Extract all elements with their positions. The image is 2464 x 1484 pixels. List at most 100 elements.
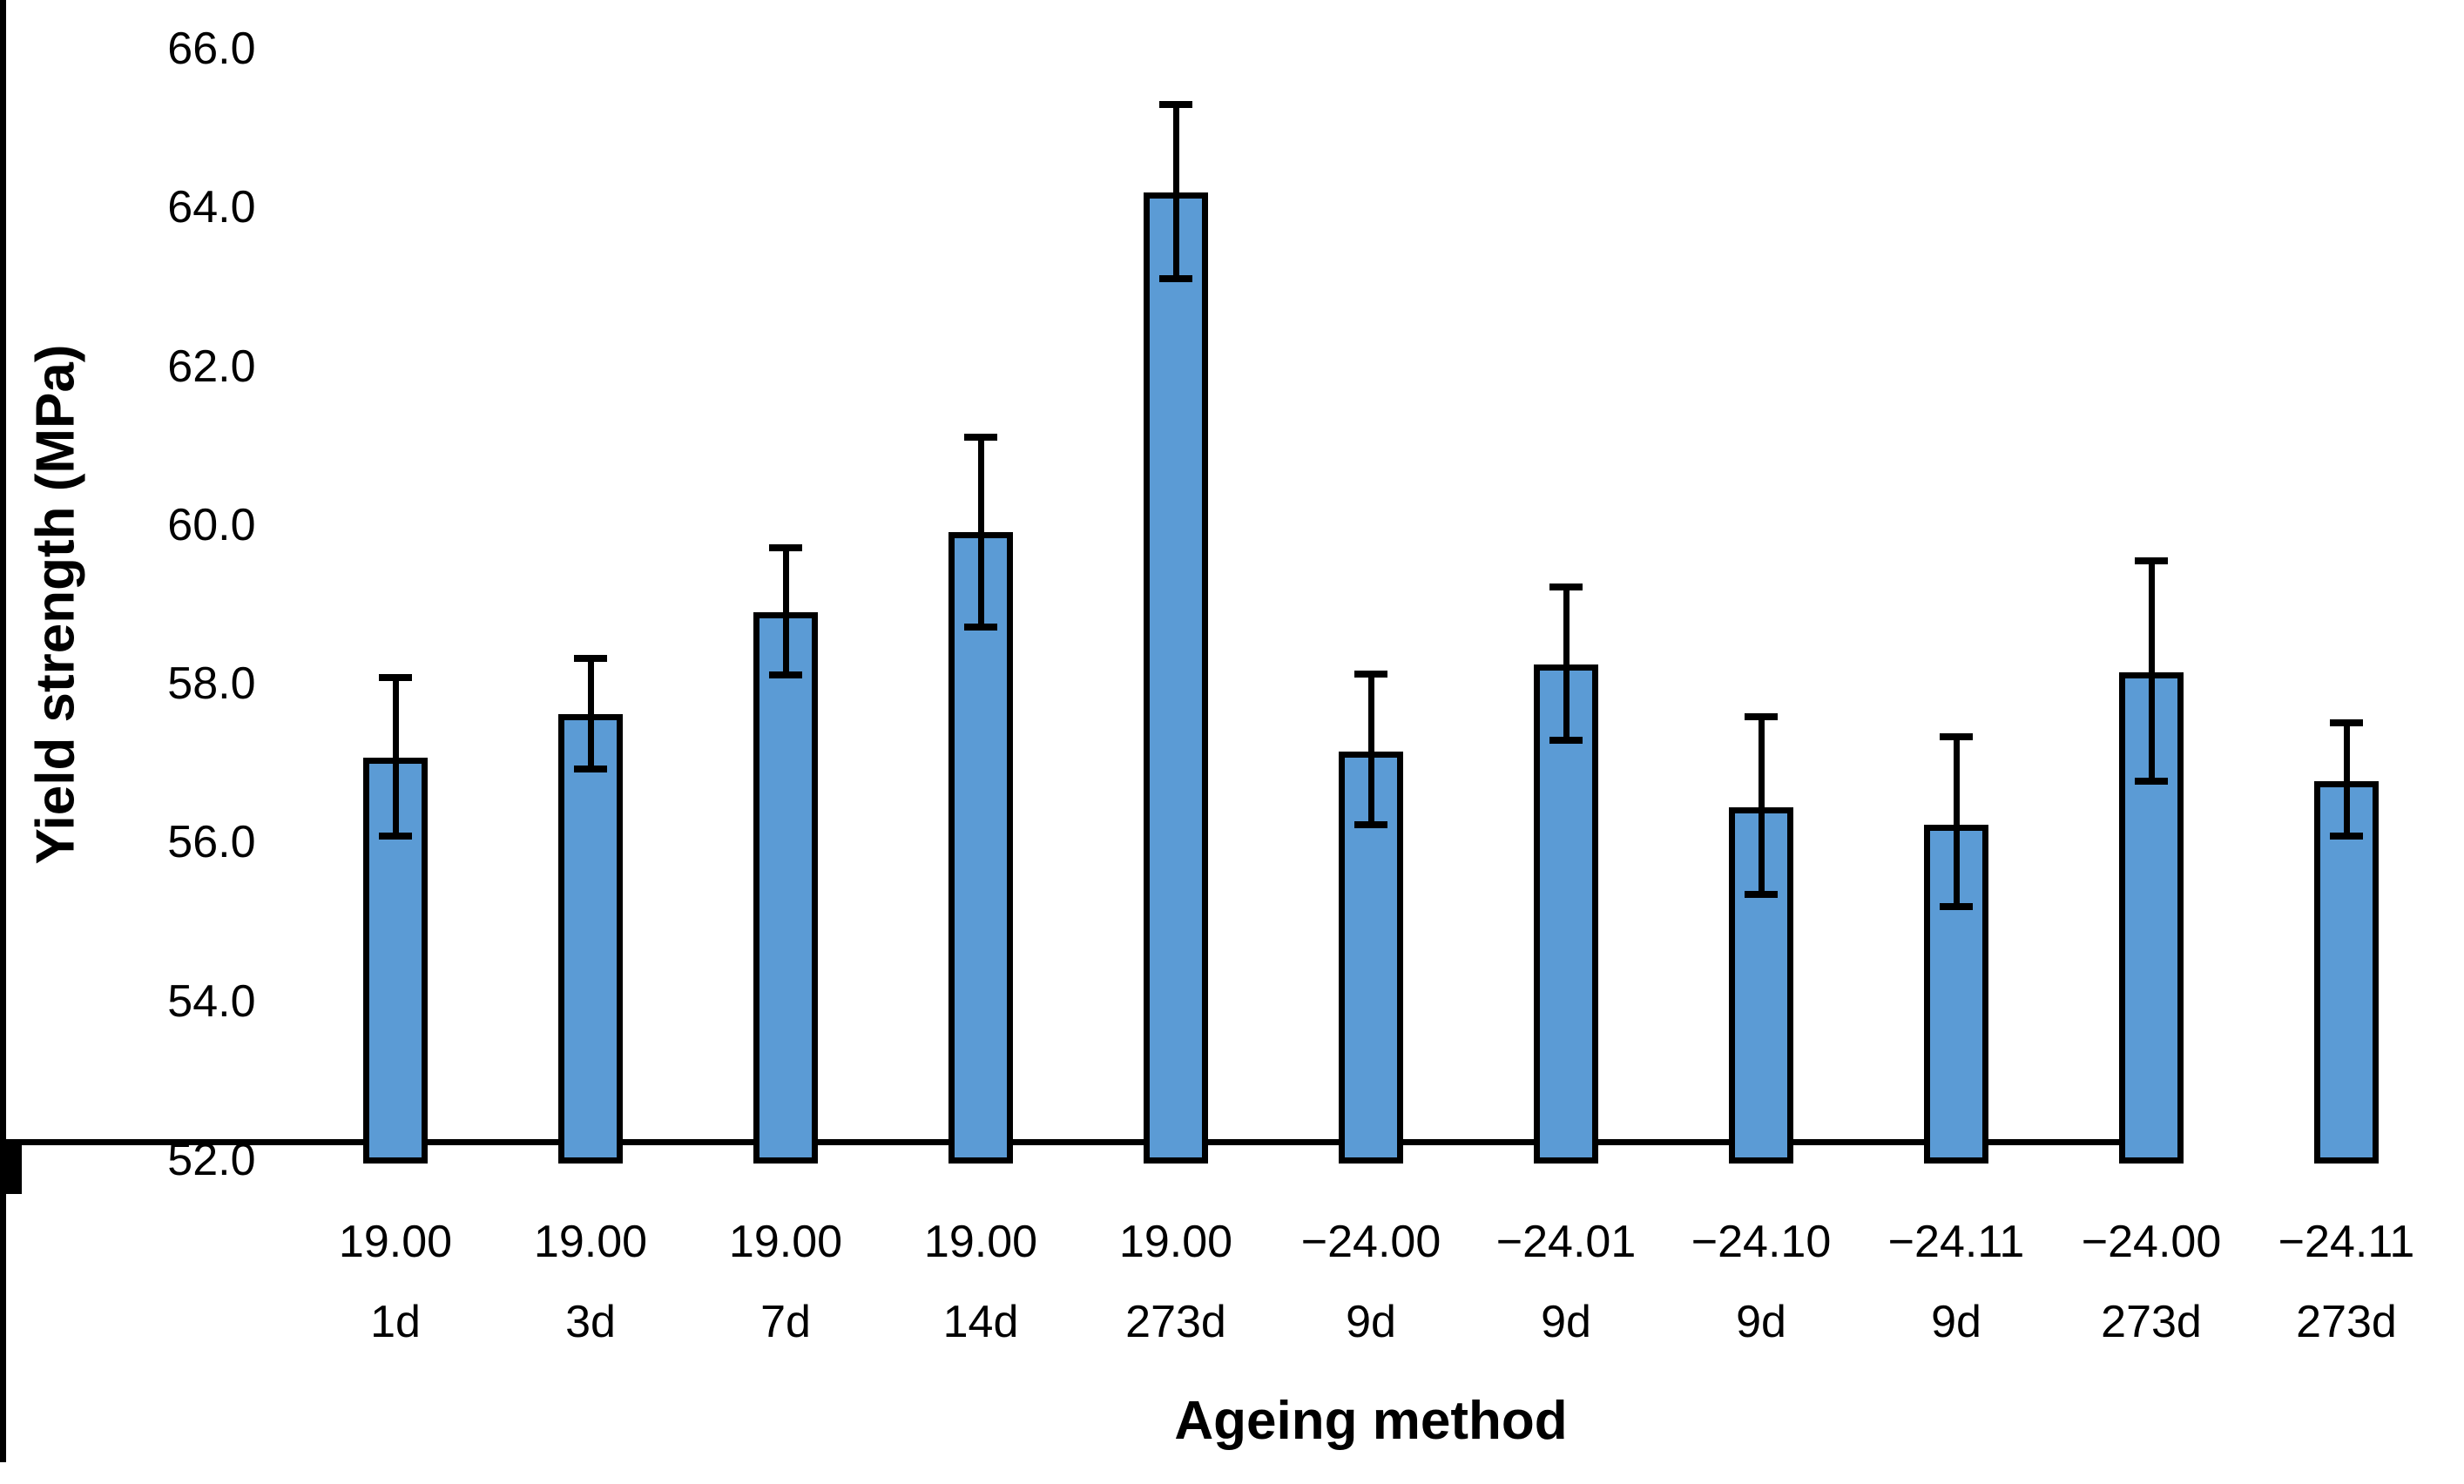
error-bar-cap-top [769,544,802,552]
error-bar-cap-bottom [964,624,997,631]
x-axis-tick [0,1243,6,1267]
x-axis-tick [0,1365,6,1389]
y-axis-tick [0,1176,22,1182]
x-category-duration: 273d [1125,1297,1226,1347]
x-category-temperature: 19.00 [923,1217,1038,1267]
y-tick-label: 62.0 [167,341,256,392]
x-axis-tick [0,1267,6,1292]
x-category-temperature: 19.00 [1118,1217,1233,1267]
y-axis-tick [0,1188,22,1194]
x-category-label: 19.00 7d [688,1202,883,1362]
x-category-label: −24.01 9d [1468,1202,1664,1362]
x-category-duration: 14d [942,1297,1019,1347]
error-bar-cap-top [1549,583,1583,590]
x-category-temperature: 19.00 [338,1217,453,1267]
error-bar-cap-top [1354,671,1387,678]
x-category-label: 19.00 1d [298,1202,493,1362]
x-axis-tick [0,1438,6,1462]
x-category-label: −24.00 9d [1273,1202,1468,1362]
y-axis-line [0,0,6,1139]
error-bar-cap-bottom [574,765,607,772]
y-tick-label: 60.0 [167,499,256,550]
x-category-duration: 1d [370,1297,421,1347]
x-category-duration: 273d [2101,1297,2202,1347]
y-axis-tick [0,1182,22,1188]
y-tick-label: 52.0 [167,1135,256,1185]
error-bar-cap-bottom [2135,778,2168,786]
y-axis-tick [0,1164,22,1170]
x-category-duration: 9d [1541,1297,1591,1347]
y-axis-tick [0,1145,22,1151]
bar [558,713,623,1164]
error-bar-cap-bottom [1940,903,1973,911]
x-category-temperature: 19.00 [533,1217,648,1267]
x-axis-tick [0,1413,6,1438]
error-bar-line [977,436,984,628]
x-category-label: −24.00 273d [2054,1202,2249,1362]
x-category-label: −24.10 9d [1664,1202,1859,1362]
y-axis-tick [0,1157,22,1164]
x-axis-tick [0,1316,6,1340]
error-bar-cap-top [1940,733,1973,741]
x-category-label: −24.11 9d [1859,1202,2054,1362]
x-category-temperature: −24.10 [1691,1217,1832,1267]
x-category-temperature: −24.11 [1887,1217,2025,1267]
error-bar-line [2148,560,2155,782]
error-bar-cap-top [2135,556,2168,564]
error-bar-cap-bottom [2330,833,2363,840]
x-category-temperature: −24.11 [2278,1217,2415,1267]
error-bar-line [1563,586,1570,740]
y-axis-title: Yield strength (MPa) [25,344,86,865]
y-axis-tick [0,1170,22,1176]
error-bar-line [1367,674,1374,826]
x-axis-tick [0,1389,6,1413]
x-category-label: 19.00 14d [883,1202,1078,1362]
x-category-temperature: −24.00 [2081,1217,2222,1267]
error-bar-line [1758,717,1765,894]
error-bar-cap-top [1159,100,1192,108]
error-bar-line [782,548,789,676]
y-tick-label: 56.0 [167,817,256,868]
x-axis-title: Ageing method [1174,1391,1568,1451]
error-bar-cap-top [574,654,607,662]
error-bar-cap-top [964,433,997,441]
x-axis-tick [0,1218,6,1243]
x-category-label: −24.11 273d [2249,1202,2444,1362]
x-category-temperature: −24.00 [1300,1217,1441,1267]
error-bar-line [2343,722,2350,837]
y-tick-label: 66.0 [167,24,256,74]
bar [1534,664,1598,1164]
x-axis-line [0,1139,2150,1145]
error-bar-line [1172,104,1179,280]
y-tick-label: 64.0 [167,182,256,233]
error-bar-cap-bottom [1745,890,1778,898]
error-bar-cap-bottom [1159,275,1192,283]
bar [948,532,1013,1164]
error-bar-cap-top [2330,718,2363,726]
y-tick-label: 54.0 [167,975,256,1027]
x-category-temperature: 19.00 [728,1217,843,1267]
x-axis-tick [0,1340,6,1365]
bar [1144,192,1208,1164]
x-category-duration: 3d [565,1297,616,1347]
x-category-duration: 9d [1931,1297,1981,1347]
error-bar-cap-bottom [1354,821,1387,829]
error-bar-line [587,658,594,769]
error-bar-cap-bottom [379,833,412,840]
x-category-duration: 273d [2296,1297,2397,1347]
x-axis-tick [0,1292,6,1316]
error-bar-line [1953,737,1960,907]
x-category-temperature: −24.01 [1495,1217,1637,1267]
error-bar-cap-bottom [1549,736,1583,744]
x-category-duration: 9d [1346,1297,1396,1347]
error-bar-cap-bottom [769,671,802,679]
x-category-duration: 7d [760,1297,811,1347]
y-axis-tick [0,1151,22,1157]
x-axis-tick [0,1194,6,1218]
x-category-label: 19.00 3d [493,1202,688,1362]
x-category-duration: 9d [1736,1297,1786,1347]
bar [1729,807,1793,1164]
y-tick-label: 58.0 [167,658,256,710]
